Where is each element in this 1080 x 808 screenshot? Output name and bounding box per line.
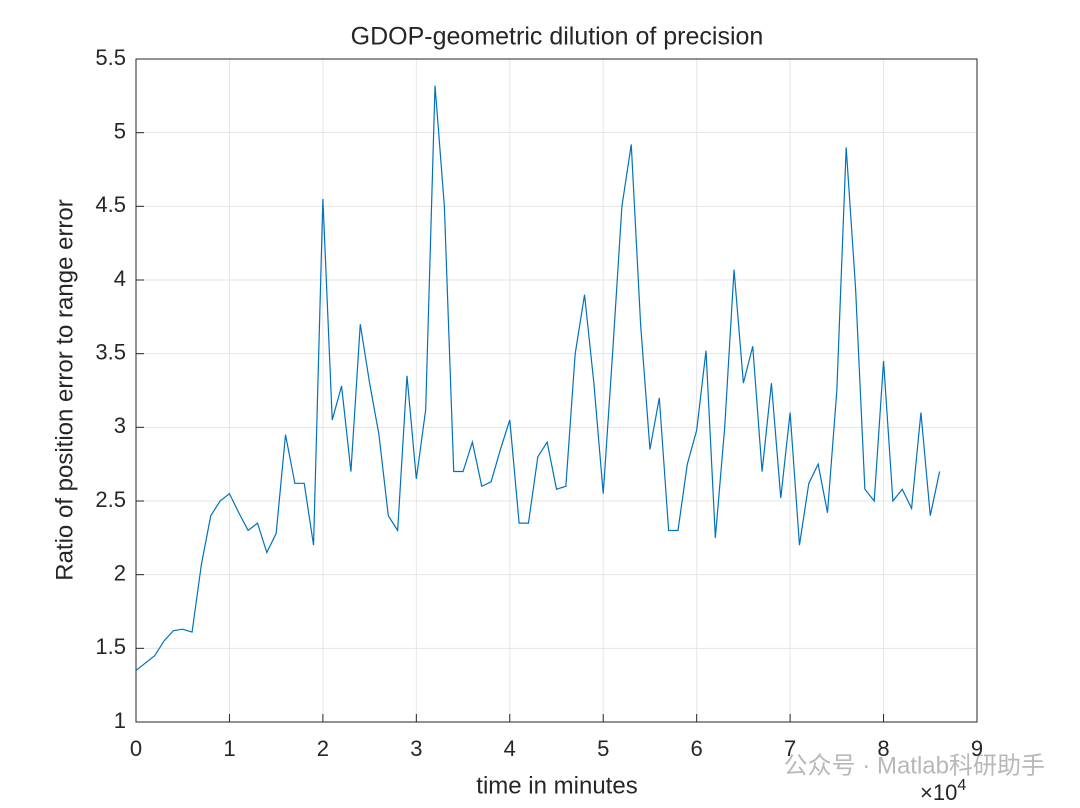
plot-area (136, 59, 977, 722)
x-axis-label: time in minutes (476, 772, 637, 799)
x-tick-label: 3 (410, 736, 422, 761)
y-axis-label: Ratio of position error to range error (51, 199, 78, 581)
y-tick-label: 1 (114, 708, 126, 733)
y-tick-label: 3 (114, 413, 126, 438)
chart-title: GDOP-geometric dilution of precision (351, 23, 764, 51)
x-tick-label: 8 (877, 736, 889, 761)
y-tick-label: 4 (114, 266, 126, 291)
y-tick-label: 2.5 (95, 487, 126, 512)
watermark: 公众号 · Matlab科研助手 (784, 752, 1045, 779)
y-tick-label: 1.5 (95, 634, 126, 659)
x-tick-label: 2 (317, 736, 329, 761)
y-tick-label: 4.5 (95, 192, 126, 217)
x-tick-label: 1 (223, 736, 235, 761)
x-tick-label: 6 (691, 736, 703, 761)
x-exponent-power: 4 (957, 777, 966, 794)
x-exponent-base: ×10 (920, 780, 957, 805)
y-tick-label: 3.5 (95, 339, 126, 364)
y-tick-label: 2 (114, 560, 126, 585)
x-exponent: ×104 (920, 777, 966, 805)
y-tick-label: 5.5 (95, 45, 126, 70)
y-tick-label: 5 (114, 118, 126, 143)
x-tick-label: 5 (597, 736, 609, 761)
data-line (135, 85, 941, 671)
x-tick-label: 0 (130, 736, 142, 761)
x-tick-label: 9 (971, 736, 983, 761)
axes-box (135, 58, 978, 723)
x-tick-label: 4 (504, 736, 516, 761)
x-tick-label: 7 (784, 736, 796, 761)
